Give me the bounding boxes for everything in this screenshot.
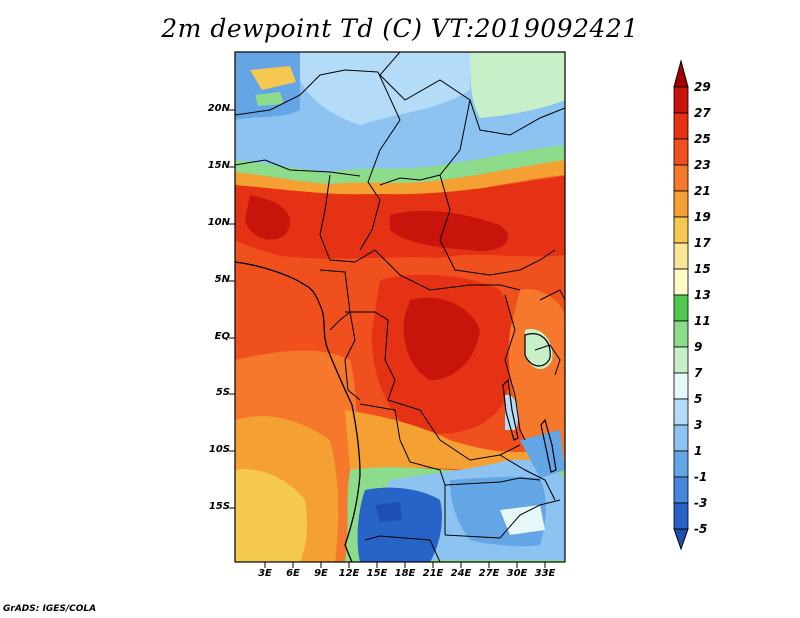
- colorbar-segment: [673, 268, 689, 296]
- colorbar-label-11: 11: [694, 314, 711, 328]
- colorbar-segment: [673, 242, 689, 270]
- colorbar-segment: [673, 320, 689, 348]
- colorbar-label-neg5: -5: [694, 522, 708, 536]
- colorbar-label-29: 29: [694, 80, 711, 94]
- colorbar: [673, 59, 689, 551]
- lat-label-10n: 10N: [207, 217, 230, 228]
- axis-ticks: [229, 109, 546, 568]
- colorbar-segment: [673, 190, 689, 218]
- colorbar-label-5: 5: [694, 392, 703, 406]
- colorbar-segment: [673, 216, 689, 244]
- dewpoint-field: [235, 52, 565, 562]
- colorbar-top-arrow: [673, 59, 689, 88]
- colorbar-label-13: 13: [694, 288, 711, 302]
- colorbar-segment: [673, 502, 689, 530]
- colorbar-segment: [673, 346, 689, 374]
- colorbar-label-19: 19: [694, 210, 711, 224]
- colorbar-segment: [673, 164, 689, 192]
- colorbar-label-25: 25: [694, 132, 711, 146]
- lon-label-9e: 9E: [314, 568, 328, 579]
- lon-label-30e: 30E: [506, 568, 528, 579]
- colorbar-label-neg3: -3: [694, 496, 708, 510]
- colorbar-label-23: 23: [694, 158, 711, 172]
- lon-label-33e: 33E: [534, 568, 556, 579]
- lat-label-10s: 10S: [208, 444, 230, 455]
- colorbar-segment: [673, 294, 689, 322]
- map-title: 2m dewpoint Td (C) VT:2019092421: [161, 14, 639, 43]
- lat-label-20n: 20N: [207, 103, 230, 114]
- colorbar-label-15: 15: [694, 262, 711, 276]
- lon-label-21e: 21E: [422, 568, 444, 579]
- colorbar-segment: [673, 86, 689, 114]
- lat-label-5n: 5N: [214, 274, 230, 285]
- colorbar-segment: [673, 112, 689, 140]
- lat-label-15s: 15S: [208, 501, 230, 512]
- colorbar-segment: [673, 450, 689, 478]
- colorbar-segment: [673, 476, 689, 504]
- colorbar-segment: [673, 372, 689, 400]
- lat-label-5s: 5S: [215, 387, 230, 398]
- colorbar-label-27: 27: [694, 106, 711, 120]
- country-borders: [235, 52, 565, 562]
- colorbar-label-1: 1: [694, 444, 703, 458]
- lon-label-24e: 24E: [450, 568, 472, 579]
- lon-label-12e: 12E: [338, 568, 360, 579]
- coastline: [235, 261, 361, 562]
- lat-label-eq: EQ: [214, 331, 230, 342]
- colorbar-label-3: 3: [694, 418, 703, 432]
- colorbar-segment: [673, 138, 689, 166]
- colorbar-segment: [673, 424, 689, 452]
- lon-label-6e: 6E: [286, 568, 300, 579]
- lon-label-18e: 18E: [394, 568, 416, 579]
- map-frame: [234, 51, 566, 563]
- colorbar-bottom-arrow: [673, 528, 689, 551]
- lat-label-15n: 15N: [207, 160, 230, 171]
- grads-credit: GrADS: IGES/COLA: [3, 604, 97, 614]
- colorbar-label-21: 21: [694, 184, 711, 198]
- lon-label-3e: 3E: [258, 568, 272, 579]
- lon-label-15e: 15E: [366, 568, 388, 579]
- colorbar-label-17: 17: [694, 236, 711, 250]
- lakes: [502, 333, 557, 473]
- colorbar-label-9: 9: [694, 340, 703, 354]
- colorbar-label-neg1: -1: [694, 470, 708, 484]
- colorbar-segment: [673, 398, 689, 426]
- colorbar-label-7: 7: [694, 366, 703, 380]
- lon-label-27e: 27E: [478, 568, 500, 579]
